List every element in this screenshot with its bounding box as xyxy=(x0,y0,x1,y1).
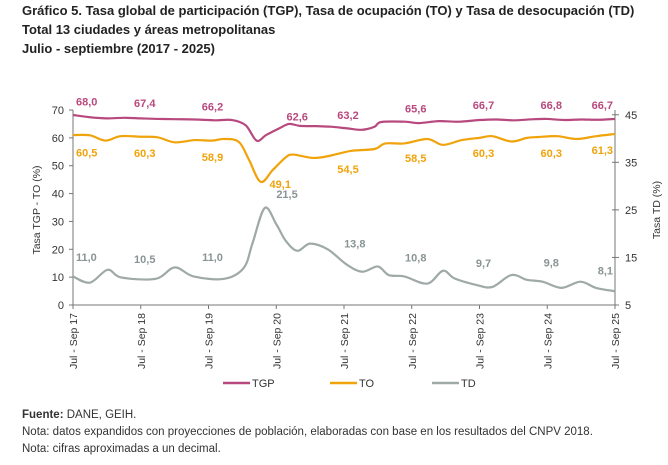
x-tick-label: Jul - Sep 19 xyxy=(204,313,216,369)
chart-subtitle: Total 13 ciudades y áreas metropolitanas xyxy=(22,22,276,37)
left-tick-label: 50 xyxy=(52,161,64,173)
source-note: Fuente: DANE, GEIH. xyxy=(22,408,136,422)
data-label-to: 61,3 xyxy=(592,145,613,157)
data-label-td: 11,0 xyxy=(202,252,223,264)
legend-label-td: TD xyxy=(461,378,476,390)
data-label-to: 60,3 xyxy=(541,148,562,160)
x-tick-label: Jul - Sep 18 xyxy=(136,313,148,369)
left-tick-label: 20 xyxy=(52,244,64,256)
right-tick-label: 45 xyxy=(625,110,637,122)
data-label-tgp: 65,6 xyxy=(405,103,426,115)
x-tick-label: Jul - Sep 20 xyxy=(271,313,283,369)
data-label-td: 10,5 xyxy=(134,254,155,266)
x-tick-label: Jul - Sep 22 xyxy=(407,313,419,369)
chart-title: Gráfico 5. Tasa global de participación … xyxy=(22,3,635,18)
left-axis-title: Tasa TGP - TO (%) xyxy=(31,165,43,254)
left-tick-label: 70 xyxy=(52,105,64,117)
right-tick-label: 35 xyxy=(625,157,637,169)
left-tick-label: 60 xyxy=(52,133,64,145)
x-tick-label: Jul - Sep 21 xyxy=(339,313,351,369)
data-label-td: 11,0 xyxy=(76,252,97,264)
data-label-tgp: 66,7 xyxy=(592,100,613,112)
data-label-td: 9,7 xyxy=(476,258,491,270)
legend-label-tgp: TGP xyxy=(252,378,275,390)
chart-period: Julio - septiembre (2017 - 2025) xyxy=(22,41,215,56)
note-rounding: Nota: cifras aproximadas a un decimal. xyxy=(22,443,221,455)
right-axis-title: Tasa TD (%) xyxy=(651,181,663,239)
data-label-to: 60,3 xyxy=(473,148,494,160)
line-chart: 0 10 20 30 40 50 60 70 5 15 25 35 45 Jul - Sep 17 Jul … xyxy=(31,97,663,390)
data-label-to: 54,5 xyxy=(337,164,358,176)
data-label-tgp: 66,2 xyxy=(202,102,223,114)
note-projections: Nota: datos expandidos con proyecciones … xyxy=(22,426,593,438)
data-label-tgp: 68,0 xyxy=(76,97,97,109)
data-label-tgp: 66,8 xyxy=(541,100,562,112)
data-label-td: 9,8 xyxy=(544,257,559,269)
series-line-to xyxy=(72,132,616,184)
left-tick-label: 10 xyxy=(52,272,64,284)
right-tick-label: 25 xyxy=(625,205,637,217)
data-label-tgp: 63,2 xyxy=(337,110,358,122)
data-label-td: 10,8 xyxy=(405,253,426,265)
right-tick-label: 15 xyxy=(625,252,637,264)
series-line-tgp xyxy=(72,113,616,143)
x-tick-label: Jul - Sep 24 xyxy=(542,313,554,369)
x-tick-label: Jul - Sep 23 xyxy=(475,313,487,369)
right-tick-label: 5 xyxy=(625,300,631,312)
data-label-tgp: 62,6 xyxy=(286,112,307,124)
data-label-td: 21,5 xyxy=(276,189,297,201)
x-tick-label: Jul - Sep 25 xyxy=(610,313,622,369)
series-line-td xyxy=(72,206,616,293)
data-label-tgp: 66,7 xyxy=(473,100,494,112)
data-label-to: 60,5 xyxy=(76,147,97,159)
left-tick-label: 30 xyxy=(52,216,64,228)
data-label-tgp: 67,4 xyxy=(134,98,156,110)
data-label-to: 60,3 xyxy=(134,148,155,160)
data-label-to: 58,5 xyxy=(405,153,426,165)
source-value: DANE, GEIH. xyxy=(63,409,137,421)
legend-label-to: TO xyxy=(359,378,375,390)
data-label-to: 58,9 xyxy=(202,152,223,164)
data-label-td: 13,8 xyxy=(344,238,365,250)
left-tick-label: 0 xyxy=(58,300,64,312)
source-label: Fuente: xyxy=(22,409,64,421)
data-label-to: 49,1 xyxy=(270,179,291,191)
data-label-td: 8,1 xyxy=(598,266,613,278)
left-tick-label: 40 xyxy=(52,189,64,201)
x-tick-label: Jul - Sep 17 xyxy=(68,313,80,369)
